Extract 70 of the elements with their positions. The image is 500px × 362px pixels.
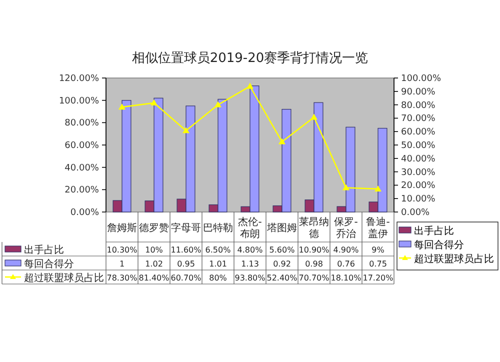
point bbox=[182, 127, 190, 134]
x-tick-label: 巴特勒 bbox=[203, 222, 233, 234]
chart-title: 相似位置球员2019-20赛季背打情况一览 bbox=[132, 50, 368, 66]
y-tick-label: 40.00% bbox=[64, 163, 100, 174]
y2-tick-label: 80.00% bbox=[401, 100, 436, 111]
data-label: 0.92 bbox=[273, 260, 291, 268]
data-label: 93.80% bbox=[234, 274, 266, 282]
y2-tick-label: 60.00% bbox=[401, 128, 436, 138]
data-label: 0.75 bbox=[369, 260, 387, 268]
data-label: 1.01 bbox=[209, 260, 227, 268]
data-label: 10.30% bbox=[106, 246, 138, 254]
legend-label: 超过联盟球员占比 bbox=[414, 253, 494, 265]
point bbox=[342, 184, 350, 190]
data-label: 52.40% bbox=[266, 274, 298, 282]
data-label: 5.60% bbox=[269, 246, 296, 254]
data-label: 17.20% bbox=[362, 274, 394, 282]
x-tick-label: 杰伦-布朗 bbox=[238, 216, 262, 240]
data-label: 6.50% bbox=[205, 246, 232, 254]
x-tick-label: 詹姆斯 bbox=[107, 222, 137, 234]
data-label: 60.70% bbox=[170, 274, 202, 282]
data-label: 0.76 bbox=[337, 260, 355, 268]
x-tick-label: 塔图姆 bbox=[266, 222, 297, 234]
text: 出手占比 bbox=[24, 245, 64, 256]
point bbox=[214, 101, 222, 108]
text: 超过联盟球员占比 bbox=[24, 273, 104, 284]
legend-label: 出手占比 bbox=[414, 225, 454, 237]
y-tick-label: 80.00% bbox=[64, 118, 100, 129]
point bbox=[374, 185, 382, 192]
y-tick-label: 100.00% bbox=[58, 96, 100, 106]
data-label: 11.60% bbox=[170, 246, 202, 254]
point bbox=[150, 99, 158, 106]
y-tick-label: 0.00% bbox=[70, 208, 100, 218]
data-label: 80% bbox=[209, 274, 228, 282]
data-label: 70.70% bbox=[298, 274, 330, 282]
x-tick-label: 德罗赞 bbox=[139, 222, 169, 234]
data-label: 9% bbox=[372, 246, 385, 254]
y-tick-label: 20.00% bbox=[64, 186, 100, 196]
data-label: 4.80% bbox=[237, 246, 264, 254]
y2-tick-label: 100.00% bbox=[401, 74, 442, 84]
y2-tick-label: 70.00% bbox=[401, 114, 436, 124]
point bbox=[118, 104, 126, 110]
x-tick-label: 字母哥 bbox=[171, 222, 201, 234]
data-label: 1 bbox=[119, 260, 125, 268]
y-tick-label: 60.00% bbox=[64, 141, 100, 151]
y2-tick-label: 90.00% bbox=[401, 87, 436, 98]
text: 每回合得分 bbox=[24, 259, 74, 270]
data-label: 0.95 bbox=[177, 260, 195, 268]
y2-tick-label: 0.00% bbox=[401, 208, 430, 218]
data-label: 0.98 bbox=[305, 260, 323, 268]
data-label: 81.40% bbox=[138, 274, 170, 282]
y2-tick-label: 30.00% bbox=[401, 168, 436, 178]
point bbox=[246, 82, 254, 89]
data-label: 18.10% bbox=[330, 274, 362, 282]
data-label: 4.90% bbox=[333, 246, 360, 254]
data-label: 10% bbox=[145, 246, 164, 254]
y2-tick-label: 50.00% bbox=[401, 141, 436, 151]
y2-tick-label: 10.00% bbox=[401, 194, 436, 205]
x-tick-label: 保罗-乔治 bbox=[334, 217, 358, 240]
point bbox=[278, 138, 286, 144]
y-tick-label: 120.00% bbox=[58, 74, 100, 84]
y2-tick-label: 40.00% bbox=[401, 154, 436, 164]
x-tick-label: 鲁迪-盖伊 bbox=[366, 216, 390, 240]
data-label: 1.02 bbox=[145, 260, 163, 268]
data-label: 78.30% bbox=[106, 274, 138, 282]
point bbox=[310, 114, 318, 120]
x-tick-label: 莱昂纳德 bbox=[299, 216, 329, 240]
data-label: 10.90% bbox=[298, 246, 330, 254]
legend-label: 每回合得分 bbox=[414, 239, 464, 251]
data-label: 1.13 bbox=[241, 260, 259, 268]
y2-tick-label: 20.00% bbox=[401, 181, 436, 192]
